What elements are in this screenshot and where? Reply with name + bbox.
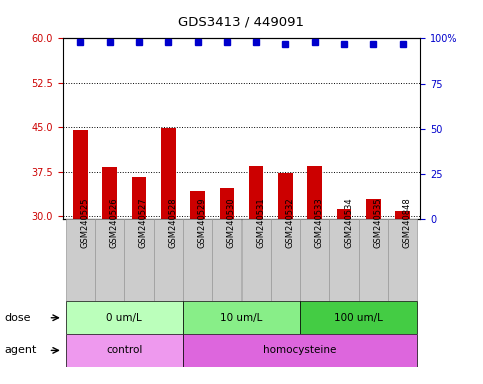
Text: GSM240526: GSM240526: [110, 198, 119, 248]
Bar: [249, 166, 263, 219]
Text: GSM240527: GSM240527: [139, 198, 148, 248]
Text: homocysteine: homocysteine: [263, 345, 337, 356]
Bar: [278, 173, 293, 219]
Bar: [395, 211, 410, 219]
Text: GSM240535: GSM240535: [373, 198, 383, 248]
Text: GSM240525: GSM240525: [80, 198, 89, 248]
Text: GSM240534: GSM240534: [344, 198, 353, 248]
Bar: [271, 219, 300, 301]
Text: GSM240531: GSM240531: [256, 198, 265, 248]
Bar: [95, 219, 124, 301]
Bar: [329, 219, 359, 301]
Text: GDS3413 / 449091: GDS3413 / 449091: [179, 15, 304, 28]
Bar: [359, 219, 388, 301]
Text: GSM240528: GSM240528: [168, 198, 177, 248]
Text: 0 um/L: 0 um/L: [106, 313, 142, 323]
Text: 10 um/L: 10 um/L: [220, 313, 263, 323]
Bar: [124, 219, 154, 301]
Text: GSM240529: GSM240529: [198, 198, 207, 248]
Bar: [132, 177, 146, 219]
Bar: [388, 219, 417, 301]
Bar: [337, 209, 351, 219]
Text: GSM240848: GSM240848: [403, 198, 412, 248]
Text: GSM240530: GSM240530: [227, 198, 236, 248]
Bar: [183, 334, 417, 367]
Bar: [66, 219, 95, 301]
Bar: [300, 301, 417, 334]
Text: agent: agent: [5, 345, 37, 356]
Bar: [307, 166, 322, 219]
Text: 100 um/L: 100 um/L: [334, 313, 383, 323]
Bar: [242, 219, 271, 301]
Bar: [161, 128, 176, 219]
Text: GSM240533: GSM240533: [315, 198, 324, 248]
Bar: [66, 334, 183, 367]
Bar: [212, 219, 242, 301]
Bar: [66, 301, 183, 334]
Bar: [183, 219, 212, 301]
Text: control: control: [106, 345, 142, 356]
Text: dose: dose: [5, 313, 31, 323]
Bar: [300, 219, 329, 301]
Bar: [190, 191, 205, 219]
Bar: [183, 301, 300, 334]
Text: GSM240532: GSM240532: [285, 198, 295, 248]
Bar: [154, 219, 183, 301]
Bar: [73, 130, 88, 219]
Bar: [366, 199, 381, 219]
Bar: [220, 187, 234, 219]
Bar: [102, 167, 117, 219]
